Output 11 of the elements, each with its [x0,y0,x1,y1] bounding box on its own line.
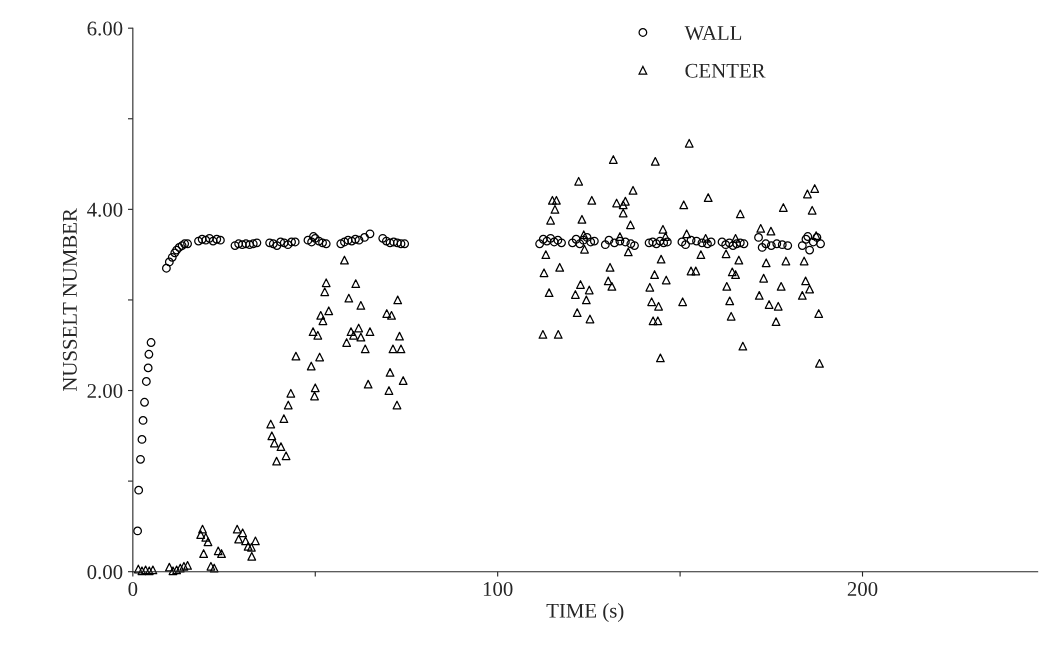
legend-label: CENTER [685,63,766,78]
legend-label: WALL [684,26,742,41]
y-tick-label: 4.00 [87,202,123,217]
x-tick-label: 200 [847,582,878,597]
y-axis-title: NUSSELT NUMBER [62,208,77,392]
y-tick-label: 2.00 [87,383,123,399]
x-axis-title: TIME (s) [546,603,624,622]
x-tick-label: 100 [483,582,513,597]
y-tick-label: 0.00 [87,565,123,580]
x-tick-label: 0 [128,582,138,597]
y-tick-label: 6.00 [87,21,123,36]
